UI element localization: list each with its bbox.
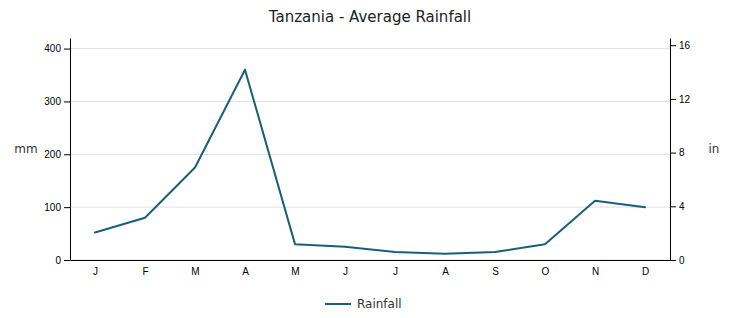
tick: J <box>93 266 98 277</box>
tick-label: 16 <box>679 40 691 51</box>
tick-label: D <box>642 266 649 277</box>
series-group <box>95 70 645 254</box>
tick-mark <box>670 45 676 46</box>
tick: 4 <box>670 201 685 212</box>
tick: N <box>592 266 599 277</box>
tick: 300 <box>44 96 70 107</box>
x-axis: JFMAMJJASOND <box>71 261 671 278</box>
tick: J <box>343 266 348 277</box>
tick-label: S <box>492 266 499 277</box>
plot: 0 100 200 300 400 0 4 8 12 16 J F M A M J J A S O N D <box>44 39 690 278</box>
tick-label: 0 <box>679 255 685 266</box>
tick-mark <box>670 260 676 261</box>
tick-mark <box>670 99 676 100</box>
tick-mark <box>64 207 70 208</box>
tick-label: 400 <box>44 43 61 54</box>
tick: D <box>642 266 649 277</box>
chart: 0 100 200 300 400 0 4 8 12 16 J F M A M J J A S O N Dmm in Tanz… <box>0 0 740 318</box>
tick-mark <box>64 49 70 50</box>
legend-swatch <box>325 303 351 305</box>
grid <box>70 49 670 260</box>
y-axis: 0 100 200 300 400 <box>44 39 70 266</box>
tick-mark <box>64 260 70 261</box>
tick-label: 200 <box>44 149 61 160</box>
tick-label: 12 <box>679 94 691 105</box>
line <box>95 70 645 254</box>
title: Tanzania - Average Rainfall <box>268 8 471 26</box>
tick: 400 <box>44 43 70 54</box>
tick: O <box>542 266 550 277</box>
grid-line <box>70 101 670 102</box>
tick: A <box>242 266 249 277</box>
tick: 16 <box>670 40 691 51</box>
tick-label: 8 <box>679 147 685 158</box>
tick: M <box>291 266 299 277</box>
tick: A <box>442 266 449 277</box>
tick: S <box>492 266 499 277</box>
tick-mark <box>670 153 676 154</box>
tick-label: 100 <box>44 202 61 213</box>
y-axis-label: mm <box>14 142 37 156</box>
grid-line <box>70 154 670 155</box>
tick-label: A <box>242 266 249 277</box>
tick-mark <box>670 206 676 207</box>
y2-axis: 0 4 8 12 16 <box>670 39 691 266</box>
tick-label: J <box>393 266 398 277</box>
axis-line <box>71 260 671 261</box>
tick-label: A <box>442 266 449 277</box>
tick-mark <box>64 101 70 102</box>
tick-label: 0 <box>55 255 61 266</box>
tick-label: N <box>592 266 599 277</box>
tick: J <box>393 266 398 277</box>
legend: Rainfall <box>325 297 402 311</box>
tick-label: 4 <box>679 201 685 212</box>
tick-label: M <box>291 266 299 277</box>
tick-label: J <box>343 266 348 277</box>
legend-label: Rainfall <box>357 297 402 311</box>
tick-label: O <box>542 266 550 277</box>
tick: 0 <box>55 255 70 266</box>
tick: M <box>191 266 199 277</box>
tick: F <box>142 266 148 277</box>
tick-label: F <box>142 266 148 277</box>
y2-axis-label: in <box>709 142 720 156</box>
tick-label: J <box>93 266 98 277</box>
legend-item: Rainfall <box>325 297 402 311</box>
tick: 0 <box>670 255 685 266</box>
tick-mark <box>64 154 70 155</box>
tick: 100 <box>44 202 70 213</box>
grid-line <box>70 207 670 208</box>
tick: 8 <box>670 147 685 158</box>
axis-line <box>70 39 71 261</box>
axis-line <box>670 39 671 261</box>
grid-line <box>70 48 670 49</box>
tick-label: 300 <box>44 96 61 107</box>
grid-line <box>70 260 670 261</box>
tick-label: M <box>191 266 199 277</box>
tick: 200 <box>44 149 70 160</box>
tick: 12 <box>670 94 691 105</box>
